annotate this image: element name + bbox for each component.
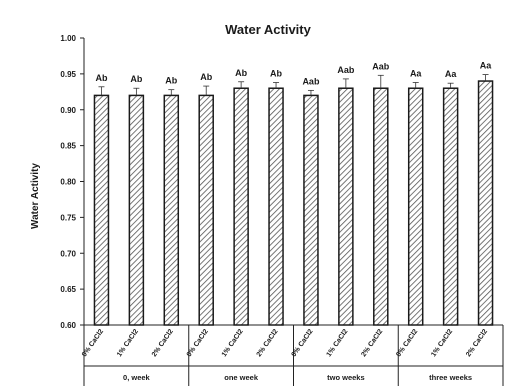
y-axis-label: Water Activity [30,163,41,229]
significance-label: Ab [235,68,247,78]
significance-label: Aa [480,61,492,71]
category-label: 2% CaCl2 [465,328,489,358]
y-tick-label: 0.85 [60,142,76,151]
y-tick-label: 0.80 [60,178,76,187]
bar [233,87,249,326]
bar [477,80,494,326]
bar [198,94,214,326]
bar [268,87,284,326]
y-tick-label: 0.60 [60,321,76,330]
y-tick-label: 0.90 [60,106,76,115]
bar [373,87,389,326]
bar [93,94,110,326]
significance-label: Ab [200,72,212,82]
category-label: 0% CaCl2 [186,328,210,358]
plot-area: 0.60 0.65 0.70 0.75 0.80 0.85 0.90 0.95 1.00 Ab 0%… [60,34,504,386]
y-tick-label: 0.95 [60,70,76,79]
bar [163,94,180,326]
chart-title: Water Activity [225,22,311,37]
category-label: 2% CaCl2 [151,328,175,358]
category-label: 2% CaCl2 [256,328,280,358]
bar [338,87,354,326]
y-tick-label: 0.75 [60,213,76,222]
significance-label: Ab [270,68,282,78]
significance-label: Aab [372,61,390,71]
significance-label: Aab [337,65,355,75]
y-tick-label: 1.00 [60,34,76,43]
significance-label: Ab [165,76,177,86]
bar [442,87,459,326]
group-label: three weeks [429,373,472,382]
category-label: 0% CaCl2 [291,328,315,358]
bar [303,94,319,326]
y-tick-label: 0.70 [60,249,76,258]
category-label: 1% CaCl2 [221,328,245,358]
category-label: 2% CaCl2 [360,328,384,358]
category-label: 1% CaCl2 [116,328,140,358]
group-label: 0, week [123,373,151,382]
significance-label: Ab [130,74,142,84]
category-label: 1% CaCl2 [325,328,349,358]
group-label: one week [224,373,259,382]
bar [407,87,424,326]
significance-label: Aab [302,76,320,86]
category-label: 1% CaCl2 [430,328,454,358]
group-label: two weeks [327,373,365,382]
significance-label: Aa [410,68,422,78]
category-label: 0% CaCl2 [81,328,105,358]
significance-label: Aa [445,69,457,79]
y-tick-label: 0.65 [60,285,76,294]
category-label: 0% CaCl2 [395,328,419,358]
significance-label: Ab [95,73,107,83]
bar [128,94,145,326]
